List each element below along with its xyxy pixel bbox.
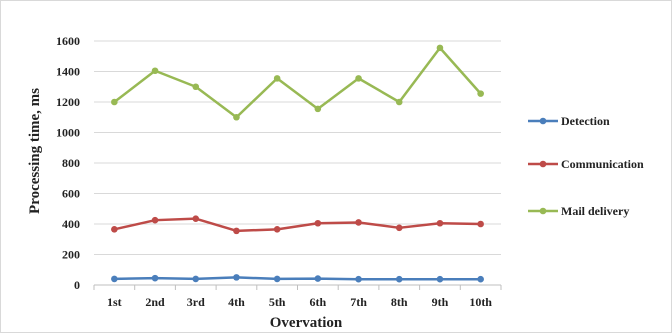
x-tick-label: 6th — [310, 295, 327, 309]
x-tick-label: 1st — [107, 295, 122, 309]
data-point — [273, 75, 281, 82]
data-point — [395, 224, 403, 232]
y-tick-label: 600 — [62, 187, 80, 201]
data-point — [395, 275, 403, 283]
data-point — [314, 219, 322, 227]
legend-marker — [539, 117, 547, 125]
data-point — [233, 113, 240, 121]
data-point — [477, 275, 484, 283]
data-point — [477, 220, 484, 228]
data-point — [192, 83, 200, 91]
data-point — [436, 44, 444, 52]
legend-label: Mail delivery — [561, 204, 629, 218]
series-line — [114, 276, 481, 281]
data-point — [151, 67, 159, 75]
legend-label: Detection — [561, 114, 610, 128]
data-point — [436, 275, 444, 283]
legend-marker — [539, 207, 547, 215]
data-point — [111, 275, 118, 283]
x-tick-label: 9th — [432, 295, 449, 309]
y-tick-label: 200 — [62, 248, 80, 262]
data-point — [436, 219, 444, 227]
y-tick-label: 800 — [62, 156, 80, 170]
data-point — [233, 274, 240, 281]
y-tick-label: 400 — [62, 217, 80, 231]
y-tick-label: 1000 — [56, 126, 80, 140]
x-tick-label: 4th — [228, 295, 245, 309]
series-line — [114, 217, 481, 233]
x-tick-label: 2nd — [145, 295, 165, 309]
y-tick-label: 0 — [74, 278, 80, 292]
data-point — [395, 98, 403, 106]
data-point — [314, 275, 322, 282]
data-point — [477, 90, 484, 97]
data-point — [355, 75, 362, 82]
data-point — [151, 216, 159, 224]
data-point — [151, 274, 159, 282]
x-tick-label: 3rd — [187, 295, 205, 309]
data-point — [192, 275, 200, 283]
x-tick-label: 8th — [391, 295, 408, 309]
data-point — [355, 275, 362, 283]
x-axis-title: Overvation — [270, 315, 343, 331]
series-line — [113, 46, 482, 119]
data-point — [192, 215, 200, 222]
axes: 0 200 400 600 800 1000 1200 1400 1600 1st 2nd 3rd 4t… — [56, 34, 502, 309]
legend-label: Communication — [561, 157, 644, 171]
y-tick-label: 1200 — [56, 95, 80, 109]
y-tick-label: 1400 — [56, 65, 80, 79]
data-point — [355, 219, 362, 226]
gridlines — [94, 40, 501, 255]
data-point — [314, 105, 322, 113]
data-point — [111, 98, 118, 106]
data-point — [111, 226, 118, 233]
legend: Detection Communication Mail delivery — [528, 114, 644, 218]
y-tick-label: 1600 — [56, 34, 80, 48]
data-point — [233, 227, 240, 235]
data-point — [273, 275, 281, 283]
series-lines — [111, 44, 484, 283]
x-tick-label: 10th — [469, 295, 492, 309]
y-axis-title: Processing time, ms — [27, 88, 43, 214]
legend-marker — [539, 160, 547, 168]
x-tick-label: 5th — [269, 295, 286, 309]
x-tick-label: 7th — [350, 295, 367, 309]
data-point — [273, 226, 281, 233]
